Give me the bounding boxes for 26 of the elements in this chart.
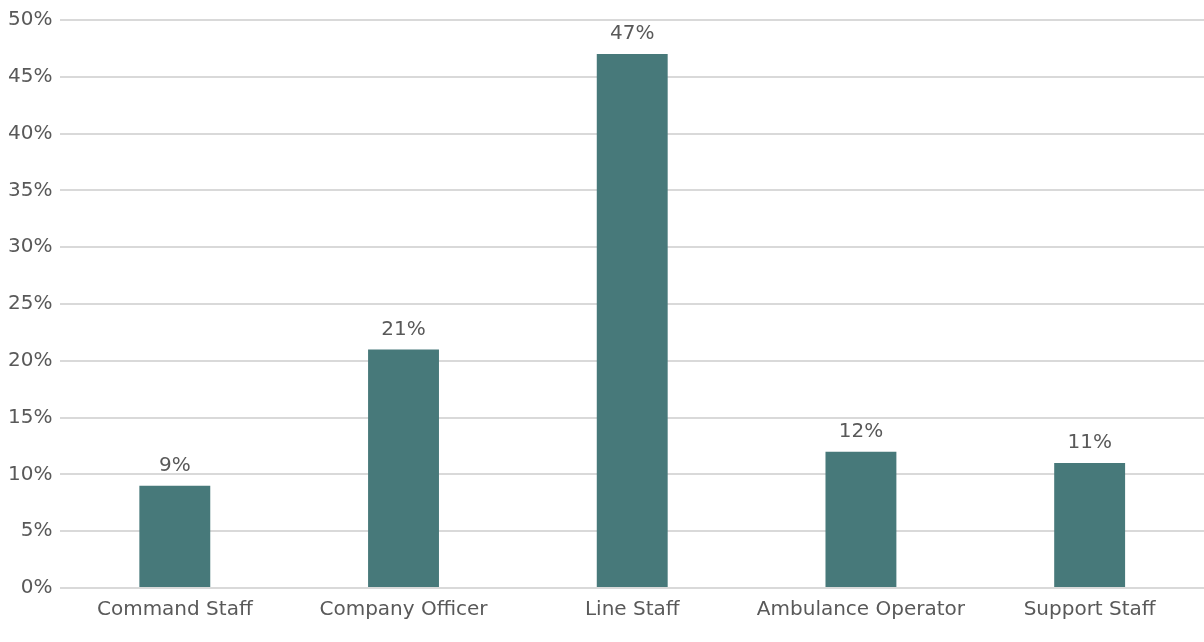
y-tick-label: 20%	[8, 347, 53, 371]
x-tick-label: Support Staff	[1023, 596, 1157, 621]
y-tick-label: 45%	[8, 63, 53, 87]
data-label: 47%	[610, 20, 655, 45]
bar	[139, 485, 211, 587]
y-tick-label: 15%	[8, 403, 53, 428]
y-tick-label: 40%	[8, 119, 53, 144]
data-label: 12%	[838, 417, 884, 442]
y-tick-label: 50%	[8, 6, 53, 31]
x-tick-label: Command Staff	[96, 596, 254, 621]
bar	[596, 54, 668, 587]
y-tick-label: 35%	[8, 176, 53, 201]
x-tick-label: Ambulance Operator	[756, 596, 966, 621]
y-tick-label: 10%	[8, 460, 53, 485]
x-tick-label: Line Staff	[584, 596, 681, 621]
bar	[825, 451, 897, 587]
y-tick-label: 30%	[8, 233, 53, 258]
y-tick-label: 0%	[20, 574, 53, 599]
data-label: 9%	[158, 451, 191, 476]
data-label: 11%	[1067, 429, 1112, 454]
x-tick-label: Company Officer	[319, 596, 489, 621]
bar	[1054, 463, 1126, 587]
data-label: 21%	[381, 315, 426, 340]
y-tick-label: 25%	[8, 290, 53, 315]
bar	[368, 349, 439, 587]
y-tick-label: 5%	[20, 517, 53, 542]
